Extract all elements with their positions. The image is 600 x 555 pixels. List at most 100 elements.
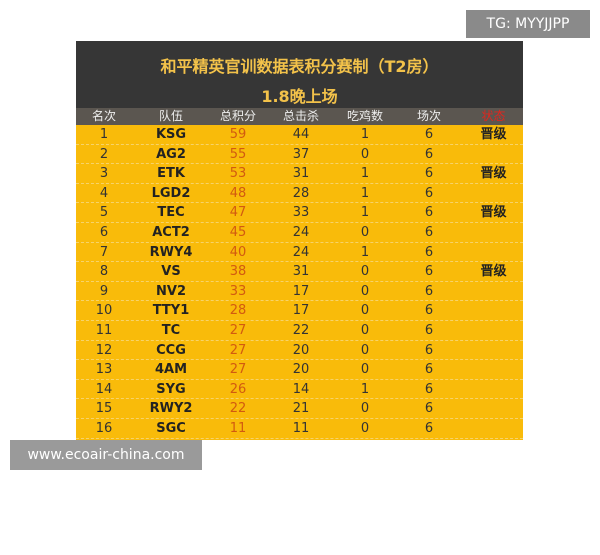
cell-status: 晋级 bbox=[480, 264, 507, 280]
cell-status: 晋级 bbox=[480, 127, 507, 142]
cell-matches: 6 bbox=[424, 205, 434, 221]
cell-points: 33 bbox=[229, 283, 247, 299]
cell-matches: 6 bbox=[424, 303, 434, 319]
cell-matches: 6 bbox=[424, 322, 434, 338]
cell-points: 11 bbox=[229, 420, 247, 436]
table-row: 13 4AM 27 20 0 6 bbox=[76, 360, 523, 380]
cell-team: NV2 bbox=[156, 283, 186, 299]
table-row: 1 KSG 59 44 1 6 晋级 bbox=[76, 125, 523, 145]
table-row: 16 SGC 11 11 0 6 bbox=[76, 419, 523, 439]
cell-points: 45 bbox=[229, 224, 247, 240]
cell-points: 48 bbox=[229, 185, 247, 201]
cell-points: 53 bbox=[229, 166, 247, 182]
cell-team: KSG bbox=[155, 127, 187, 142]
cell-status bbox=[464, 282, 523, 301]
cell-kills: 20 bbox=[292, 362, 310, 378]
cell-chicken: 0 bbox=[360, 303, 370, 319]
col-matches: 场次 bbox=[416, 109, 441, 123]
watermark-site: www.ecoair-china.com bbox=[10, 440, 202, 470]
cell-kills: 37 bbox=[292, 146, 310, 162]
table-row: 14 SYG 26 14 1 6 bbox=[76, 380, 523, 400]
cell-rank: 8 bbox=[99, 264, 109, 280]
cell-status bbox=[464, 243, 523, 262]
table-row: 9 NV2 33 17 0 6 bbox=[76, 282, 523, 302]
cell-rank: 16 bbox=[95, 420, 113, 436]
column-headers: 名次 队伍 总积分 总击杀 吃鸡数 场次 状态 bbox=[76, 108, 523, 125]
cell-chicken: 0 bbox=[360, 146, 370, 162]
cell-points: 59 bbox=[229, 127, 247, 142]
cell-rank: 1 bbox=[99, 127, 109, 142]
cell-kills: 28 bbox=[292, 185, 310, 201]
table-body: 1 KSG 59 44 1 6 晋级 2 AG2 55 37 0 6 3 ETK 53 31 1 6 晋级 4 LGD2 4… bbox=[76, 125, 523, 439]
cell-kills: 31 bbox=[292, 264, 310, 280]
cell-points: 27 bbox=[229, 342, 247, 358]
cell-points: 28 bbox=[229, 303, 247, 319]
cell-team: SGC bbox=[156, 420, 186, 436]
cell-rank: 4 bbox=[99, 185, 109, 201]
cell-points: 38 bbox=[229, 264, 247, 280]
table-title: 和平精英官训数据表积分赛制（T2房） bbox=[160, 57, 439, 76]
cell-status: 晋级 bbox=[480, 166, 507, 182]
cell-rank: 3 bbox=[99, 166, 109, 182]
col-points: 总积分 bbox=[219, 109, 256, 123]
cell-points: 40 bbox=[229, 244, 247, 260]
cell-chicken: 0 bbox=[360, 362, 370, 378]
cell-team: TTY1 bbox=[152, 303, 190, 319]
cell-kills: 17 bbox=[292, 303, 310, 319]
score-table: 和平精英官训数据表积分赛制（T2房） 1.8晚上场 名次 队伍 总积分 总击杀 … bbox=[76, 41, 540, 554]
table-row: 12 CCG 27 20 0 6 bbox=[76, 341, 523, 361]
cell-kills: 17 bbox=[292, 283, 310, 299]
cell-kills: 44 bbox=[292, 127, 310, 142]
cell-rank: 11 bbox=[95, 322, 113, 338]
cell-chicken: 0 bbox=[360, 420, 370, 436]
table-row: 11 TC 27 22 0 6 bbox=[76, 321, 523, 341]
cell-team: SYG bbox=[156, 381, 186, 397]
col-chicken: 吃鸡数 bbox=[346, 109, 383, 123]
cell-chicken: 0 bbox=[360, 401, 370, 417]
cell-team: VS bbox=[161, 264, 181, 280]
cell-kills: 22 bbox=[292, 322, 310, 338]
cell-matches: 6 bbox=[424, 185, 434, 201]
cell-matches: 6 bbox=[424, 283, 434, 299]
cell-status bbox=[464, 321, 523, 340]
cell-points: 22 bbox=[229, 401, 247, 417]
cell-points: 55 bbox=[229, 146, 247, 162]
cell-rank: 7 bbox=[99, 244, 109, 260]
cell-team: RWY4 bbox=[149, 244, 193, 260]
cell-matches: 6 bbox=[424, 342, 434, 358]
cell-status bbox=[464, 380, 523, 399]
cell-points: 26 bbox=[229, 381, 247, 397]
cell-matches: 6 bbox=[424, 420, 434, 436]
cell-kills: 24 bbox=[292, 224, 310, 240]
cell-kills: 31 bbox=[292, 166, 310, 182]
cell-rank: 13 bbox=[95, 362, 113, 378]
cell-status bbox=[464, 360, 523, 379]
weibo-watermark: @绝世小蘑菇 bbox=[529, 462, 540, 554]
cell-matches: 6 bbox=[424, 146, 434, 162]
cell-chicken: 0 bbox=[360, 264, 370, 280]
cell-kills: 24 bbox=[292, 244, 310, 260]
table-row: 15 RWY2 22 21 0 6 bbox=[76, 399, 523, 419]
cell-matches: 6 bbox=[424, 166, 434, 182]
cell-points: 27 bbox=[229, 322, 247, 338]
cell-chicken: 0 bbox=[360, 342, 370, 358]
table-row: 5 TEC 47 33 1 6 晋级 bbox=[76, 203, 523, 223]
cell-points: 27 bbox=[229, 362, 247, 378]
cell-team: TEC bbox=[157, 205, 185, 221]
cell-team: TC bbox=[161, 322, 181, 338]
cell-chicken: 1 bbox=[360, 166, 370, 182]
cell-status bbox=[464, 419, 523, 438]
watermark-tg: TG: MYYJJPP bbox=[466, 10, 590, 38]
cell-rank: 12 bbox=[95, 342, 113, 358]
cell-rank: 10 bbox=[95, 303, 113, 319]
cell-kills: 14 bbox=[292, 381, 310, 397]
col-rank: 名次 bbox=[91, 109, 116, 123]
cell-rank: 14 bbox=[95, 381, 113, 397]
cell-rank: 2 bbox=[99, 146, 109, 162]
cell-chicken: 0 bbox=[360, 283, 370, 299]
cell-chicken: 1 bbox=[360, 381, 370, 397]
table-row: 8 VS 38 31 0 6 晋级 bbox=[76, 262, 523, 282]
col-kills: 总击杀 bbox=[282, 109, 319, 123]
cell-matches: 6 bbox=[424, 244, 434, 260]
table-row: 6 ACT2 45 24 0 6 bbox=[76, 223, 523, 243]
